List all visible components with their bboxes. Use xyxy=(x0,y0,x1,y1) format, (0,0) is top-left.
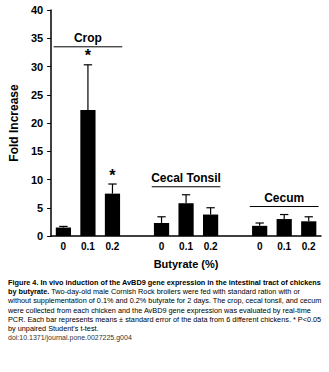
svg-text:10: 10 xyxy=(31,174,43,186)
svg-text:35: 35 xyxy=(31,32,43,44)
svg-text:0: 0 xyxy=(159,241,165,252)
svg-text:0.2: 0.2 xyxy=(204,241,218,252)
svg-text:0.2: 0.2 xyxy=(302,241,316,252)
html-text:doi:10.1371/journal.pone.00272: doi:10.1371/journal.pone.0027225.g004 xyxy=(8,334,132,342)
svg-text:0: 0 xyxy=(37,230,43,242)
svg-text:20: 20 xyxy=(31,117,43,129)
svg-text:25: 25 xyxy=(31,89,43,101)
svg-text:Butyrate (%): Butyrate (%) xyxy=(154,258,219,270)
svg-text:30: 30 xyxy=(31,61,43,73)
svg-text:0.2: 0.2 xyxy=(106,241,120,252)
svg-text:0.1: 0.1 xyxy=(81,241,95,252)
svg-text:Fold Increase: Fold Increase xyxy=(7,84,21,162)
svg-text:*: * xyxy=(85,47,92,64)
svg-text:0.1: 0.1 xyxy=(179,241,193,252)
svg-text:40: 40 xyxy=(31,4,43,16)
svg-text:*: * xyxy=(109,167,116,184)
svg-text:Cecum: Cecum xyxy=(264,191,304,205)
svg-text:0.1: 0.1 xyxy=(277,241,291,252)
html-text:Figure 4. In vivo induction of: Figure 4. In vivo induction of the AvBD9… xyxy=(8,278,322,333)
svg-text:0: 0 xyxy=(257,241,263,252)
svg-text:Crop: Crop xyxy=(74,31,102,45)
svg-text:Cecal Tonsil: Cecal Tonsil xyxy=(151,171,221,185)
svg-text:5: 5 xyxy=(37,202,43,214)
svg-text:0: 0 xyxy=(61,241,67,252)
svg-text:15: 15 xyxy=(31,145,43,157)
